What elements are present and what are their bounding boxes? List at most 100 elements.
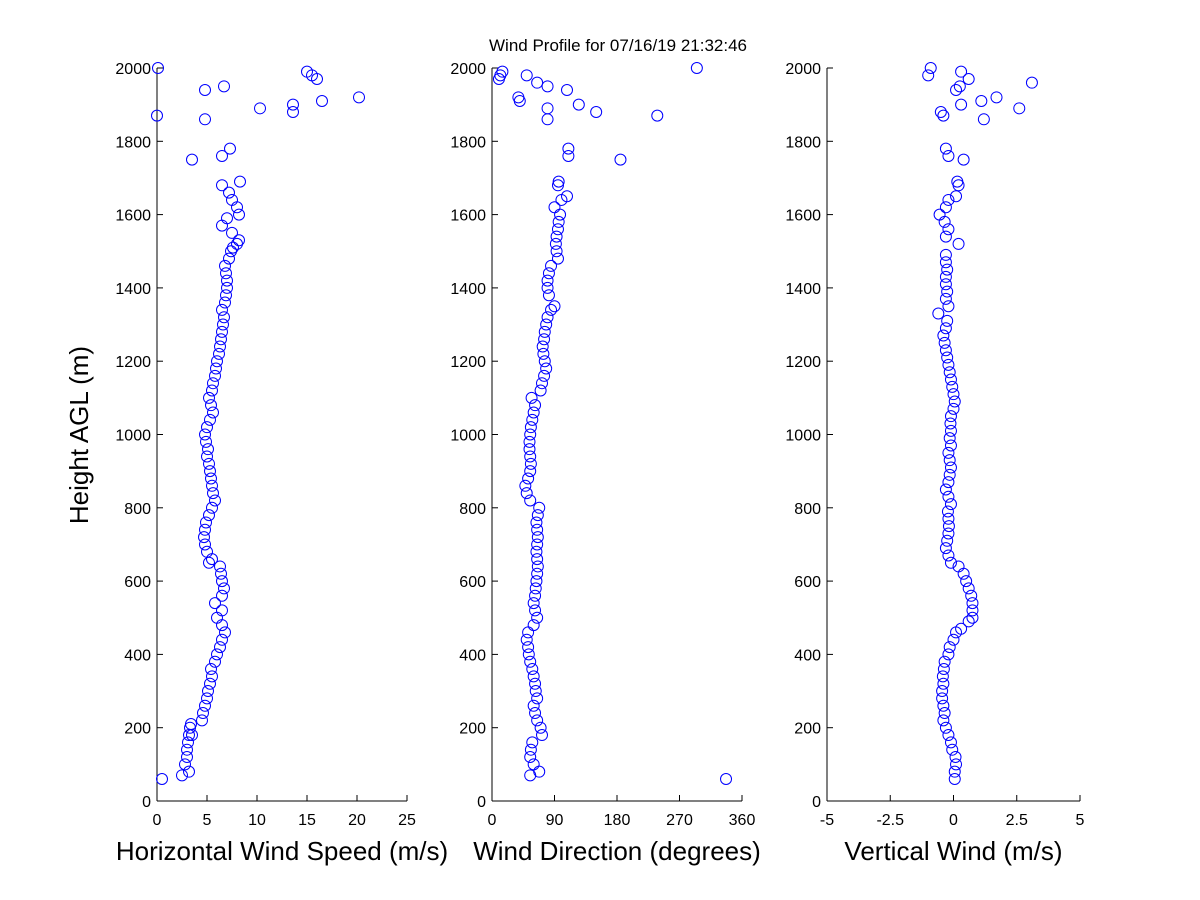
- data-point: [944, 373, 957, 386]
- y-tick-label: 800: [124, 501, 151, 518]
- data-point: [944, 461, 957, 474]
- data-point: [529, 604, 542, 617]
- data-point: [541, 281, 554, 294]
- data-point: [205, 663, 217, 676]
- x-tick-label: -2.5: [876, 812, 904, 829]
- data-point: [199, 113, 211, 126]
- data-point: [216, 325, 228, 338]
- data-point: [939, 721, 952, 734]
- data-point: [523, 443, 536, 456]
- data-point: [941, 263, 954, 276]
- y-tick-label: 1600: [115, 208, 151, 225]
- data-point: [496, 65, 509, 78]
- data-point: [942, 729, 955, 742]
- data-point: [937, 663, 950, 676]
- data-point: [201, 692, 213, 705]
- data-point: [551, 252, 564, 265]
- data-point: [204, 413, 216, 426]
- data-point: [530, 575, 543, 588]
- y-tick-label: 1600: [785, 208, 821, 225]
- data-point: [561, 190, 573, 203]
- data-point: [957, 153, 970, 166]
- data-point: [201, 450, 213, 463]
- data-point: [213, 347, 225, 360]
- data-point: [947, 388, 960, 401]
- data-point: [524, 751, 537, 764]
- data-point: [957, 567, 970, 580]
- y-tick-label: 200: [794, 721, 821, 738]
- data-point: [942, 223, 955, 236]
- y-tick-label: 1800: [785, 134, 821, 151]
- data-point: [943, 468, 956, 481]
- data-point: [198, 531, 210, 544]
- data-point: [524, 655, 537, 668]
- data-point: [223, 186, 235, 199]
- data-point: [936, 670, 949, 683]
- data-point: [202, 443, 214, 456]
- data-point: [211, 611, 223, 624]
- data-point: [206, 384, 218, 397]
- y-tick-label: 600: [459, 574, 486, 591]
- data-point: [538, 325, 551, 338]
- data-point: [527, 619, 540, 632]
- data-point: [199, 523, 211, 536]
- y-tick-label: 0: [477, 794, 486, 811]
- y-tick-label: 1000: [450, 428, 486, 445]
- data-point: [942, 476, 955, 489]
- data-point: [216, 303, 228, 316]
- data-point: [216, 633, 228, 646]
- data-point: [211, 355, 223, 368]
- data-point: [541, 113, 554, 126]
- data-point: [531, 714, 544, 727]
- data-point: [522, 626, 535, 639]
- y-tick-label: 1200: [115, 354, 151, 371]
- data-point: [206, 479, 218, 492]
- data-point: [966, 611, 979, 624]
- data-point: [937, 714, 950, 727]
- data-point: [181, 743, 193, 756]
- x-tick-label: -5: [820, 812, 834, 829]
- data-point: [519, 479, 532, 492]
- data-point: [545, 259, 558, 272]
- data-point: [287, 105, 299, 118]
- x-tick-label: 10: [248, 812, 266, 829]
- data-point: [975, 94, 988, 107]
- data-point: [531, 611, 544, 624]
- y-tick-label: 2000: [450, 61, 486, 78]
- x-tick-label: 0: [949, 812, 958, 829]
- data-point: [944, 556, 957, 569]
- data-point: [948, 765, 961, 778]
- data-point: [203, 457, 215, 470]
- data-point: [540, 318, 553, 331]
- data-point: [939, 483, 952, 496]
- data-point: [524, 457, 537, 470]
- data-point: [949, 751, 962, 764]
- data-point: [942, 490, 955, 503]
- x-tick-label: 0: [488, 812, 497, 829]
- data-point: [933, 208, 946, 221]
- x-tick-label: 2.5: [1006, 812, 1028, 829]
- x-tick-label: 360: [729, 812, 756, 829]
- data-point: [221, 274, 233, 287]
- data-point: [287, 98, 299, 111]
- data-point: [950, 758, 963, 771]
- x-tick-label: 270: [666, 812, 693, 829]
- horizontal-wind-speed-x-axis-label: Horizontal Wind Speed (m/s): [116, 836, 448, 866]
- data-point: [538, 355, 551, 368]
- data-point: [955, 622, 968, 635]
- data-point: [946, 380, 959, 393]
- data-point: [947, 402, 960, 415]
- data-point: [955, 98, 968, 111]
- data-point: [939, 344, 952, 357]
- data-point: [218, 80, 230, 93]
- data-point: [941, 534, 954, 547]
- data-point: [214, 560, 226, 573]
- data-point: [529, 589, 542, 602]
- data-point: [185, 718, 197, 731]
- data-point: [524, 743, 537, 756]
- data-point: [214, 641, 226, 654]
- data-point: [948, 395, 961, 408]
- data-point: [523, 435, 536, 448]
- data-point: [548, 300, 561, 313]
- data-point: [524, 465, 537, 478]
